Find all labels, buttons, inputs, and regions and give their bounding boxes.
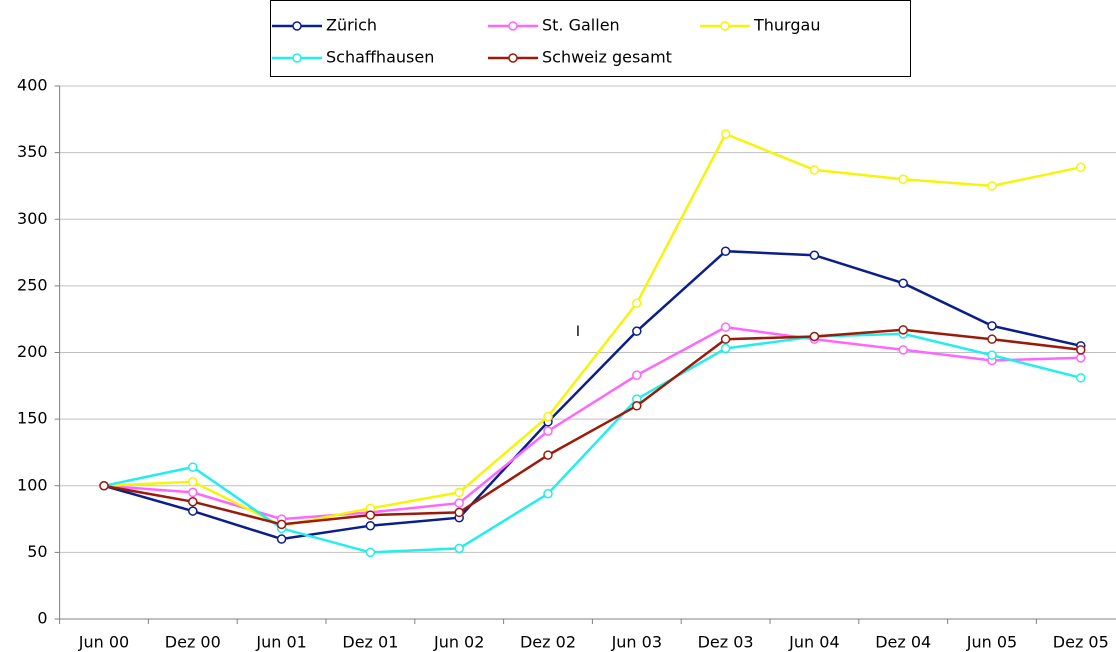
- data-point: [1076, 162, 1086, 173]
- data-point: [632, 298, 642, 308]
- data-point: [632, 370, 642, 380]
- data-point: [987, 350, 997, 360]
- x-tick-label: Dez 05: [1053, 633, 1109, 652]
- data-point: [987, 181, 997, 191]
- data-point: [543, 488, 553, 499]
- data-point: [898, 174, 908, 185]
- legend-label: St. Gallen: [542, 16, 620, 35]
- x-tick-label: Jun 02: [433, 633, 484, 652]
- legend-marker: [292, 21, 302, 31]
- y-tick-label: 0: [37, 609, 47, 628]
- y-tick-label: 50: [27, 542, 47, 561]
- data-point: [809, 165, 820, 175]
- y-tick-label: 250: [17, 275, 48, 294]
- data-point: [365, 510, 376, 520]
- y-tick-label: 300: [17, 209, 48, 228]
- data-point: [720, 343, 731, 354]
- data-point: [1076, 373, 1086, 383]
- data-point: [454, 487, 464, 498]
- series-line: [103, 132, 1082, 528]
- data-point: [1076, 353, 1086, 363]
- data-point: [99, 481, 109, 491]
- data-point: [276, 534, 287, 544]
- data-point: [188, 496, 198, 507]
- series-line: [103, 328, 1081, 526]
- data-point: [720, 334, 731, 344]
- data-point: [720, 129, 731, 139]
- y-tick-label: 100: [17, 475, 48, 494]
- data-point: [632, 401, 642, 411]
- series-line: [103, 332, 1082, 554]
- data-point: [898, 278, 908, 288]
- y-tick-label: 200: [17, 342, 48, 361]
- x-tick-label: Jun 04: [788, 633, 839, 652]
- series-line: [103, 325, 1081, 521]
- data-point: [1076, 345, 1086, 355]
- y-tick-label: 350: [17, 142, 48, 161]
- x-tick-label: Dez 02: [520, 633, 576, 652]
- data-point: [720, 322, 731, 332]
- x-tick-label: Jun 05: [966, 633, 1017, 652]
- x-tick-label: Dez 04: [875, 633, 931, 652]
- x-tick-label: Jun 01: [255, 633, 306, 652]
- legend-label: Schaffhausen: [326, 48, 434, 67]
- data-point: [188, 506, 198, 516]
- legend-marker: [508, 53, 518, 63]
- data-point: [543, 426, 553, 436]
- y-tick-label: 150: [17, 409, 48, 428]
- data-point: [543, 450, 553, 460]
- x-tick-label: Dez 03: [698, 633, 754, 652]
- data-point: [276, 519, 287, 530]
- annotation: I: [576, 324, 580, 340]
- legend-marker: [508, 21, 518, 31]
- legend-label: Thurgau: [753, 16, 820, 35]
- data-point: [809, 250, 820, 260]
- legend-marker: [720, 21, 730, 31]
- legend-label: Zürich: [326, 16, 377, 35]
- x-tick-label: Dez 01: [342, 633, 398, 652]
- x-tick-label: Dez 00: [165, 633, 221, 652]
- data-point: [720, 246, 731, 256]
- data-point: [454, 498, 464, 508]
- data-point: [987, 334, 997, 344]
- data-point: [898, 325, 908, 335]
- data-point: [365, 547, 376, 558]
- data-point: [809, 331, 820, 342]
- data-point: [188, 462, 198, 472]
- data-point: [454, 507, 464, 518]
- x-tick-label: Jun 00: [78, 633, 129, 652]
- data-point: [188, 487, 198, 498]
- legend-label: Schweiz gesamt: [542, 48, 672, 67]
- x-tick-label: Jun 03: [611, 633, 662, 652]
- data-point: [898, 345, 908, 355]
- y-tick-label: 400: [17, 76, 48, 95]
- data-point: [188, 477, 198, 487]
- data-point: [454, 543, 464, 554]
- data-point: [987, 321, 997, 331]
- data-point: [365, 520, 376, 531]
- data-point: [632, 326, 642, 336]
- legend-box: [270, 0, 911, 77]
- data-point: [543, 411, 553, 422]
- series-line: [103, 249, 1082, 541]
- legend-marker: [292, 53, 302, 63]
